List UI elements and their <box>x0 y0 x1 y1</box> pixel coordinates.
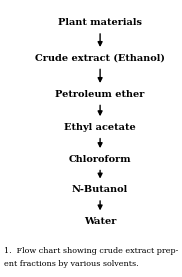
Text: Petroleum ether: Petroleum ether <box>55 90 145 99</box>
Text: Crude extract (Ethanol): Crude extract (Ethanol) <box>35 54 165 63</box>
Text: N-Butanol: N-Butanol <box>72 185 128 194</box>
Text: ent fractions by various solvents.: ent fractions by various solvents. <box>4 260 138 268</box>
Text: Water: Water <box>84 217 116 226</box>
Text: Ethyl acetate: Ethyl acetate <box>64 123 136 132</box>
Text: 1.  Flow chart showing crude extract prep-: 1. Flow chart showing crude extract prep… <box>4 247 178 255</box>
Text: Chloroform: Chloroform <box>69 155 131 164</box>
Text: Plant materials: Plant materials <box>58 18 142 27</box>
